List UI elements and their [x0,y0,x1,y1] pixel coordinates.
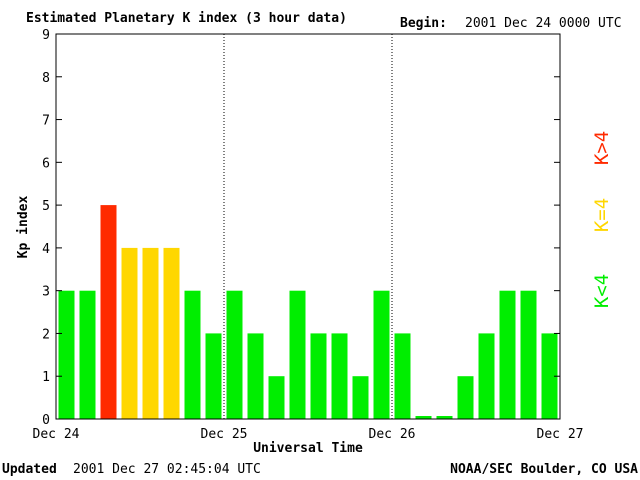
kp-bar-16 [394,333,411,419]
kp-bar-11 [289,290,306,419]
y-tick-label-6: 6 [42,156,50,171]
begin-value: 2001 Dec 24 0000 UTC [465,16,622,31]
x-ticks: Dec 24 Dec 25 Dec 26 Dec 27 [33,427,584,442]
x-tick-label-0: Dec 24 [33,427,80,442]
y-tick-label-9: 9 [42,28,50,43]
y-tick-label-7: 7 [42,114,50,129]
kp-bar-21 [499,290,516,419]
kp-bar-14 [352,376,369,419]
plot-frame [55,33,561,420]
y-ticks: 0 1 2 3 4 5 6 7 8 9 [42,28,560,428]
y-tick-label-8: 8 [42,71,50,86]
legend-k-equal: K=4 [591,198,613,232]
y-tick-label-0: 0 [42,413,50,428]
kp-bar-6 [184,290,201,419]
gridlines [223,34,393,419]
kp-bar-7 [205,333,222,419]
kp-bar-15 [373,290,390,419]
kp-bar-18 [436,416,453,419]
kp-bar-2 [100,205,117,419]
y-axis-label: Kp index [16,196,31,259]
y-tick-label-5: 5 [42,199,50,214]
begin-label: Begin: [400,16,447,31]
kp-bar-5 [163,247,180,419]
kp-bar-19 [457,376,474,419]
y-tick-label-4: 4 [42,242,50,257]
y-tick-label-2: 2 [42,327,50,342]
x-tick-label-1: Dec 25 [201,427,248,442]
kp-bar-13 [331,333,348,419]
kp-bar-23 [541,333,558,419]
legend-k-high: K>4 [591,131,613,165]
kp-bar-10 [268,376,285,419]
kp-bar-1 [79,290,96,419]
kp-bar-3 [121,247,138,419]
kp-bar-20 [478,333,495,419]
x-tick-label-2: Dec 26 [369,427,416,442]
source-credit: NOAA/SEC Boulder, CO USA [450,462,638,477]
x-axis-label: Universal Time [253,441,363,456]
bars [58,205,558,419]
kp-bar-8 [226,290,243,419]
kp-bar-22 [520,290,537,419]
kp-bar-12 [310,333,327,419]
kp-bar-0 [58,290,75,419]
y-tick-label-1: 1 [42,370,50,385]
kp-bar-17 [415,416,432,419]
kp-bar-9 [247,333,264,419]
y-tick-label-3: 3 [42,285,50,300]
chart-title: Estimated Planetary K index (3 hour data… [26,11,347,26]
x-tick-label-3: Dec 27 [537,427,584,442]
legend-k-low: K<4 [591,274,613,308]
legend: K>4 K=4 K<4 [591,131,613,308]
updated-label: Updated [2,462,57,477]
updated-value: 2001 Dec 27 02:45:04 UTC [73,462,261,477]
kp-bar-4 [142,247,159,419]
